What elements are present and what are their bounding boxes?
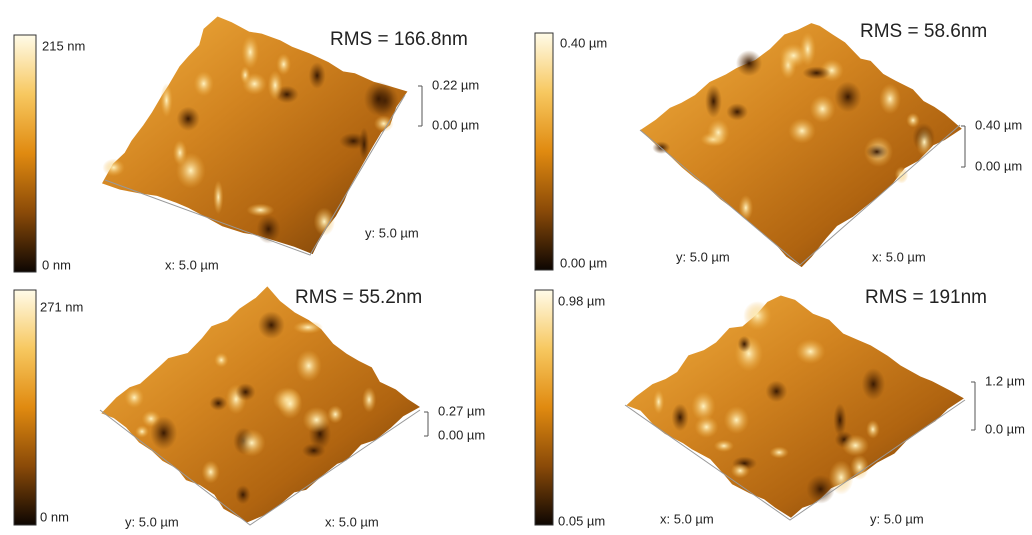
z-scale-top: 0.40 µm [975,117,1022,132]
color-scale-max: 215 nm [42,38,85,53]
surface-pit [736,50,762,76]
surface-peak [135,425,149,438]
surface-peak [268,71,283,100]
afm-panel: 215 nm 0 nm RMS = 166.8nm 0.22 µm 0.00 µm x: … [14,17,479,273]
surface-pit [766,380,788,402]
x-axis-label: x: 5.0 µm [872,249,926,264]
color-scale-bar [535,290,553,525]
surface-pit [150,416,177,450]
surface-peak [739,195,753,221]
surface-pit [339,133,367,150]
z-scale-top: 0.27 µm [438,403,485,418]
surface-pit [177,106,200,131]
surface-pit [209,396,227,411]
surface-peak [125,387,145,408]
color-scale-min: 0.05 µm [558,513,605,528]
color-scale-max: 0.98 µm [558,293,605,308]
surface-pit [258,311,285,339]
surface-pit [705,85,722,118]
y-axis-label: y: 5.0 µm [676,249,730,264]
surface-peak [653,390,664,414]
surface-pit [236,383,256,401]
surface-pit [256,215,280,244]
surface-peak [779,44,807,68]
surface-peak [293,321,323,334]
x-axis-label: x: 5.0 µm [165,257,219,272]
afm-panel: 0.40 µm 0.00 µm RMS = 58.6nm 0.40 µm 0.00 µm… [535,21,1022,270]
surface-peak [769,446,788,458]
surface-peak [724,406,749,434]
surface-peak [238,429,265,456]
rms-value: RMS = 55.2nm [295,287,422,308]
color-scale-min: 0.00 µm [560,255,607,270]
surface-pit [726,103,748,121]
surface-peak [176,153,206,189]
surface-peak [277,388,302,419]
y-axis-label: y: 5.0 µm [125,514,179,529]
z-scale-top: 1.2 µm [985,373,1025,388]
surface-peak [103,159,125,177]
surface-pit [862,368,886,400]
color-scale-bar [535,33,553,270]
surface-peak [866,420,880,439]
z-scale-bottom: 0.00 µm [975,158,1022,173]
surface-peak [296,350,322,382]
surface-peak [731,463,750,478]
rms-value: RMS = 58.6nm [860,21,987,42]
z-scale-bottom: 0.0 µm [985,421,1025,436]
surface-pit [866,145,888,159]
surface-peak [374,115,394,131]
color-scale-max: 0.40 µm [560,35,607,50]
color-scale-min: 0 nm [40,509,69,524]
color-scale-bar [14,290,36,525]
surface-pit [834,81,861,112]
y-axis-label: y: 5.0 µm [365,225,419,240]
surface-peak [276,53,291,75]
surface-peak [242,73,267,95]
surface-peak [362,387,376,412]
z-scale-bottom: 0.00 µm [438,427,485,442]
afm-panel: 271 nm 0 nm RMS = 55.2nm 0.27 µm 0.00 µm x: 5… [14,286,485,529]
surface-pit [802,66,830,79]
surface-peak [214,353,228,368]
surface-peak [160,83,172,117]
z-scale-bottom: 0.00 µm [432,117,479,132]
rms-value: RMS = 191nm [865,287,987,308]
afm-figure: 215 nm 0 nm RMS = 166.8nm 0.22 µm 0.00 µm x: … [0,0,1032,535]
surface-peak [906,113,920,128]
color-scale-max: 271 nm [40,299,83,314]
x-axis-label: x: 5.0 µm [325,514,379,529]
surface-peak [303,407,331,433]
surface-peak [194,71,214,96]
surface-peak [213,180,223,214]
surface-peak [246,204,274,217]
surface-peak [241,35,258,68]
surface-pit [235,485,250,504]
surface-peak [842,435,869,457]
surface-peak [691,391,715,421]
surface-peak [743,301,771,330]
surface-pit [309,62,326,89]
y-axis-label: y: 5.0 µm [870,511,924,526]
surface-peak [788,118,815,144]
rms-value: RMS = 166.8nm [330,29,468,50]
surface-peak [795,339,825,364]
surface-pit [738,336,751,352]
surface-peak [707,119,729,146]
surface-peak [202,460,220,483]
surface-pit [671,403,688,431]
surface-peak [916,128,933,156]
color-scale-bar [14,35,36,272]
surface-pit [302,443,326,458]
surface-peak [879,84,901,115]
surface-peak [810,95,836,123]
surface-pit [364,81,394,116]
color-scale-min: 0 nm [42,257,71,272]
afm-panel: 0.98 µm 0.05 µm RMS = 191nm 1.2 µm 0.0 µm x: … [535,287,1025,528]
x-axis-label: x: 5.0 µm [660,511,714,526]
z-scale-top: 0.22 µm [432,77,479,92]
surface-peak [714,440,734,452]
